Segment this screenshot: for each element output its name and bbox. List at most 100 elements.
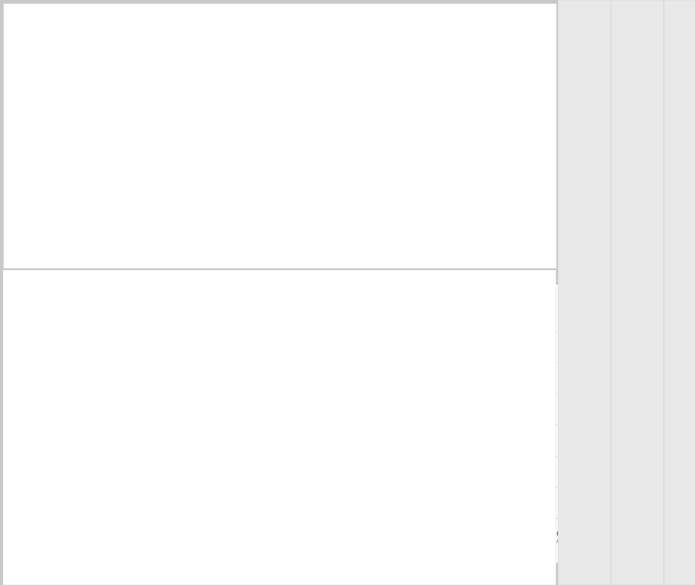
Text: Salesperson  ▾: Salesperson ▾ [238, 544, 309, 554]
Bar [300, 496, 311, 518]
Bar [421, 510, 432, 518]
Text: Row Labels  ▾: Row Labels ▾ [7, 46, 91, 56]
Text: January: January [197, 46, 245, 56]
Text: $2,650.00: $2,650.00 [465, 67, 518, 77]
Bar [358, 83, 431, 104]
Bar [273, 209, 358, 230]
Text: $1,935.00: $1,935.00 [465, 109, 518, 119]
Text: $1,925.00: $1,925.00 [375, 152, 428, 161]
Text: $575.00: $575.00 [312, 173, 355, 183]
Text: $400.00: $400.00 [227, 130, 270, 140]
Text: Albertson, Kathy: Albertson, Kathy [17, 333, 107, 343]
Text: $1,720.00: $1,720.00 [302, 194, 355, 204]
Text: Brennan, Michael: Brennan, Michael [17, 364, 111, 374]
Bar [431, 209, 521, 230]
Bar [193, 104, 273, 125]
Bar [410, 458, 421, 518]
Text: $400.00: $400.00 [385, 88, 428, 98]
Bar [542, 500, 553, 518]
Bar [358, 62, 431, 83]
Text: Thompson, Shannon: Thompson, Shannon [7, 194, 114, 204]
Text: Post, Melissa: Post, Melissa [17, 489, 87, 499]
Text: Flores, Tia: Flores, Tia [17, 458, 72, 468]
Bar [461, 398, 472, 518]
Bar [520, 447, 531, 518]
Bar [358, 230, 431, 252]
Bar [3, 18, 193, 40]
Text: $965.00: $965.00 [312, 130, 355, 140]
Text: $3,160.00: $3,160.00 [465, 194, 518, 204]
Bar [491, 482, 502, 518]
Bar [431, 125, 521, 146]
Bar [273, 125, 358, 146]
Text: $1,100.00: $1,100.00 [218, 109, 270, 119]
Bar [3, 167, 193, 188]
Bar [193, 40, 273, 62]
Text: Davis, William: Davis, William [17, 395, 94, 406]
Bar [3, 146, 193, 167]
Text: March: March [362, 46, 400, 56]
Text: $2,750.00: $2,750.00 [218, 88, 270, 98]
FancyBboxPatch shape [613, 346, 695, 488]
Bar [431, 18, 521, 40]
Text: Grand Total: Grand Total [435, 46, 507, 56]
FancyBboxPatch shape [6, 476, 200, 513]
Bar [5, 291, 201, 320]
Bar [358, 104, 431, 125]
Bar [439, 415, 450, 518]
Text: $9,160.00: $9,160.00 [293, 236, 355, 246]
Text: Post, Melissa: Post, Melissa [7, 173, 74, 183]
Bar [431, 146, 521, 167]
Text: $350.00: $350.00 [385, 67, 428, 77]
Text: $300.00: $300.00 [385, 194, 428, 204]
Text: Walters, Chris: Walters, Chris [17, 552, 92, 562]
Bar [623, 394, 642, 409]
Bar [193, 125, 273, 146]
FancyBboxPatch shape [5, 291, 201, 575]
Text: $925.00: $925.00 [227, 67, 270, 77]
Bar [3, 188, 193, 209]
Text: $125.00: $125.00 [385, 130, 428, 140]
Text: February: February [277, 46, 333, 56]
Bar [450, 457, 461, 518]
Bar [623, 451, 642, 466]
Text: Sum of Order Amount: Sum of Order Amount [245, 298, 351, 308]
Bar [358, 146, 431, 167]
Text: $1,655.00: $1,655.00 [217, 152, 270, 161]
FancyBboxPatch shape [617, 355, 695, 387]
Bar [273, 62, 358, 83]
FancyBboxPatch shape [210, 283, 685, 563]
Text: Thompson, Shannon: Thompson, Shannon [17, 521, 129, 531]
Bar [278, 460, 289, 518]
Text: Flores, Tia: Flores, Tia [7, 152, 60, 161]
Text: ≣: ≣ [178, 299, 188, 312]
Bar [358, 167, 431, 188]
Text: $350.00: $350.00 [385, 173, 428, 183]
Bar [193, 188, 273, 209]
Bar [561, 496, 571, 518]
Bar [193, 62, 273, 83]
Text: Month: Month [650, 366, 685, 376]
Bar [571, 346, 582, 518]
Text: Brennan, Michael: Brennan, Michael [7, 88, 97, 98]
Text: Salesperson: Salesperson [17, 299, 103, 312]
Bar [370, 504, 381, 518]
Text: $550.00: $550.00 [312, 88, 355, 98]
Bar [431, 83, 521, 104]
Bar [193, 209, 273, 230]
Text: $1,140.00: $1,140.00 [218, 194, 270, 204]
Bar [431, 104, 521, 125]
Bar [273, 40, 358, 62]
Bar [193, 83, 273, 104]
Bar [358, 188, 431, 209]
Text: $600.00: $600.00 [385, 109, 428, 119]
Bar [273, 104, 358, 125]
Text: Albertson, Kathy: Albertson, Kathy [7, 67, 94, 77]
Text: March: March [650, 454, 677, 463]
Bar [502, 496, 512, 518]
Text: $235.00: $235.00 [312, 109, 355, 119]
Bar [3, 125, 193, 146]
Text: $2,755.00: $2,755.00 [302, 215, 355, 225]
Text: $765.00: $765.00 [227, 173, 270, 183]
Text: $1,490.00: $1,490.00 [465, 130, 518, 140]
